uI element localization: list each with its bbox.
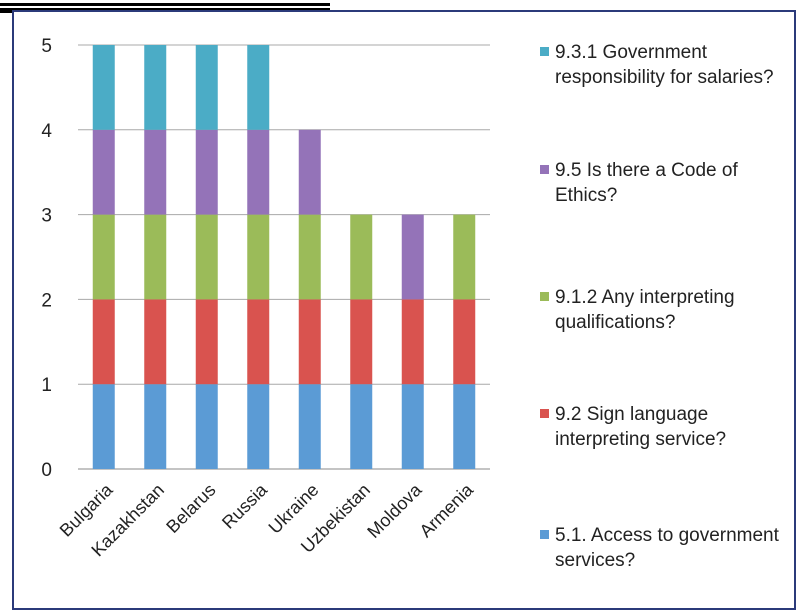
bar-segment	[350, 384, 373, 469]
legend-swatch	[540, 165, 549, 174]
bar-segment	[144, 384, 167, 469]
y-tick-label: 1	[41, 375, 52, 396]
bar-segment	[92, 214, 115, 300]
bar-segment	[401, 299, 424, 385]
bar-segment	[350, 214, 373, 300]
bar-segment	[144, 129, 167, 215]
bar-segment	[247, 384, 270, 469]
legend-swatch	[540, 530, 549, 539]
bar-segment	[247, 45, 270, 130]
x-tick-label: Moldova	[363, 479, 426, 542]
bar-segment	[195, 45, 218, 130]
bar-segment	[298, 129, 321, 215]
legend-label: 5.1. Access to government services?	[555, 525, 779, 571]
x-tick-label: Belarus	[162, 480, 219, 537]
legend-item: 9.2 Sign language interpreting service?	[540, 402, 790, 452]
bar-segment	[453, 299, 476, 385]
bar-segment	[144, 299, 167, 385]
bar-segment	[144, 45, 167, 130]
bar-segment	[195, 214, 218, 300]
legend-swatch	[540, 47, 549, 56]
bar-segment	[144, 214, 167, 300]
bar-segment	[401, 214, 424, 300]
bar-segment	[453, 384, 476, 469]
bar-segment	[453, 214, 476, 300]
bar-segment	[247, 299, 270, 385]
bar-segment	[298, 384, 321, 469]
bar-segment	[195, 384, 218, 469]
legend-swatch	[540, 292, 549, 301]
bar-segment	[247, 129, 270, 215]
legend-label: 9.1.2 Any interpreting qualifications?	[555, 287, 735, 333]
bar-segment	[298, 299, 321, 385]
bar-segment	[401, 384, 424, 469]
bar-segment	[92, 129, 115, 215]
y-tick-label: 0	[41, 460, 52, 481]
legend-label: 9.2 Sign language interpreting service?	[555, 404, 727, 450]
y-tick-label: 5	[41, 36, 52, 57]
y-tick-label: 4	[41, 121, 52, 142]
x-tick-label: Armenia	[416, 479, 478, 541]
legend-swatch	[540, 409, 549, 418]
bar-segment	[92, 45, 115, 130]
legend-label: 9.5 Is there a Code of Ethics?	[555, 160, 738, 206]
legend-item: 9.5 Is there a Code of Ethics?	[540, 158, 790, 208]
legend-label: 9.3.1 Government responsibility for sala…	[555, 42, 774, 88]
bars	[92, 45, 476, 469]
y-axis-ticks: 0 1 2 3 4 5	[41, 36, 52, 481]
bar-segment	[92, 384, 115, 469]
legend-item: 9.1.2 Any interpreting qualifications?	[540, 285, 790, 335]
bar-segment	[92, 299, 115, 385]
bar-segment	[195, 129, 218, 215]
legend-item: 5.1. Access to government services?	[540, 523, 790, 573]
bar-segment	[298, 214, 321, 300]
bar-segment	[195, 299, 218, 385]
bar-segment	[350, 299, 373, 385]
gridlines	[78, 44, 490, 470]
bar-segment	[247, 214, 270, 300]
legend-item: 9.3.1 Government responsibility for sala…	[540, 40, 790, 90]
y-tick-label: 2	[41, 290, 52, 311]
x-axis-ticks: BulgariaKazakhstanBelarusRussiaUkraineUz…	[56, 479, 478, 560]
y-tick-label: 3	[41, 206, 52, 227]
x-tick-label: Russia	[218, 479, 272, 533]
